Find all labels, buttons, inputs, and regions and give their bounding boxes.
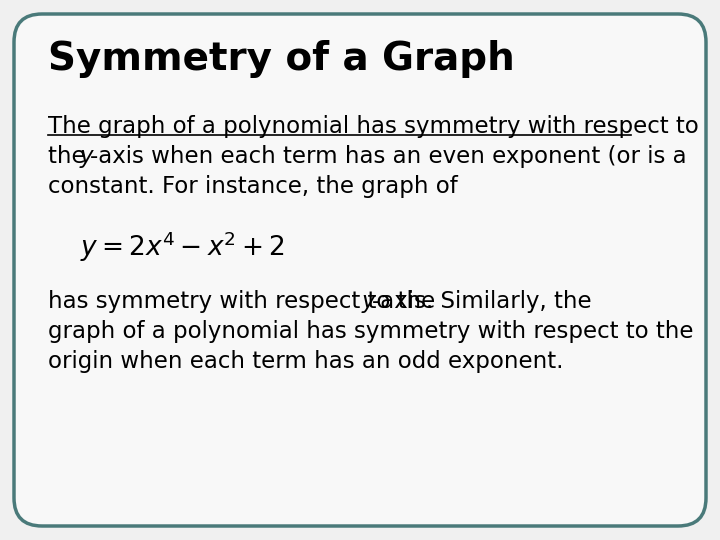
Text: The graph of a polynomial has symmetry with respect to: The graph of a polynomial has symmetry w… [48,115,698,138]
Text: $y = 2x^4 - x^2 + 2$: $y = 2x^4 - x^2 + 2$ [80,230,285,265]
Text: -axis. Similarly, the: -axis. Similarly, the [372,290,592,313]
FancyBboxPatch shape [14,14,706,526]
Text: constant. For instance, the graph of: constant. For instance, the graph of [48,175,458,198]
Text: has symmetry with respect to the: has symmetry with respect to the [48,290,443,313]
Text: graph of a polynomial has symmetry with respect to the: graph of a polynomial has symmetry with … [48,320,693,343]
Text: origin when each term has an odd exponent.: origin when each term has an odd exponen… [48,350,564,373]
Text: Symmetry of a Graph: Symmetry of a Graph [48,40,515,78]
Text: -axis when each term has an even exponent (or is a: -axis when each term has an even exponen… [90,145,687,168]
Text: the: the [48,145,93,168]
Text: y: y [80,145,94,168]
Text: y: y [362,290,376,313]
